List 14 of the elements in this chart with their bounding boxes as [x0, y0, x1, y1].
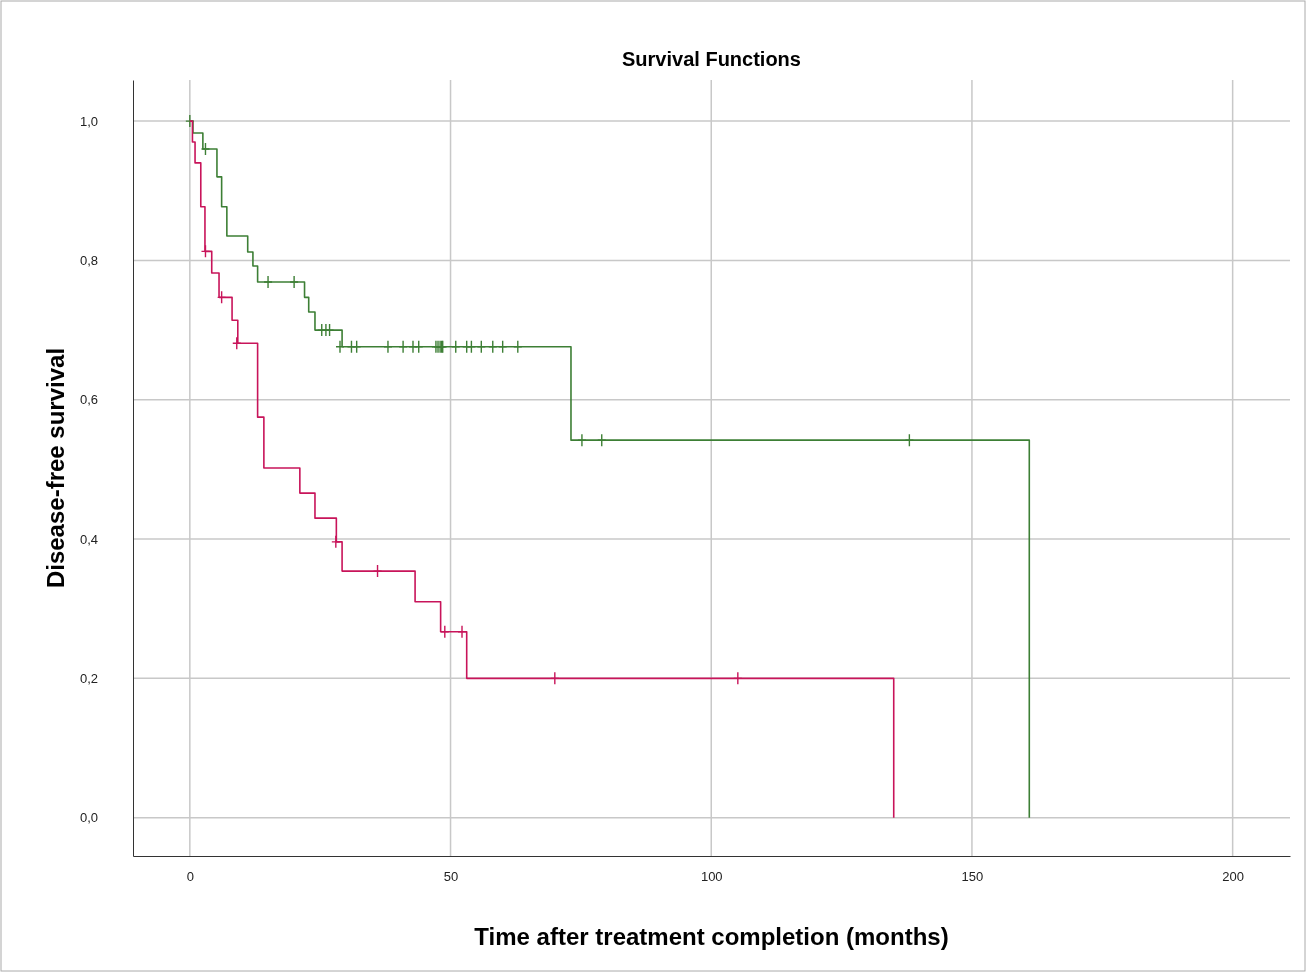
y-tick-label: 0,2	[79, 671, 99, 687]
x-tick-label: 200	[1222, 869, 1244, 885]
y-axis-title: Disease-free survival	[42, 347, 69, 589]
chart-title: Survival Functions	[622, 48, 801, 70]
x-tick-label: 150	[961, 869, 984, 885]
y-tick-label: 0,6	[79, 392, 99, 408]
y-tick-label: 0,8	[79, 253, 99, 269]
y-tick-label: 1,0	[79, 113, 99, 129]
x-tick-label: 50	[443, 869, 459, 885]
x-tick-label: 100	[700, 869, 723, 885]
x-axis-title: Time after treatment completion (months)	[474, 923, 949, 950]
y-tick-label: 0,4	[79, 531, 99, 547]
y-tick-label: 0,0	[79, 810, 99, 826]
x-tick-label: 0	[186, 869, 194, 885]
